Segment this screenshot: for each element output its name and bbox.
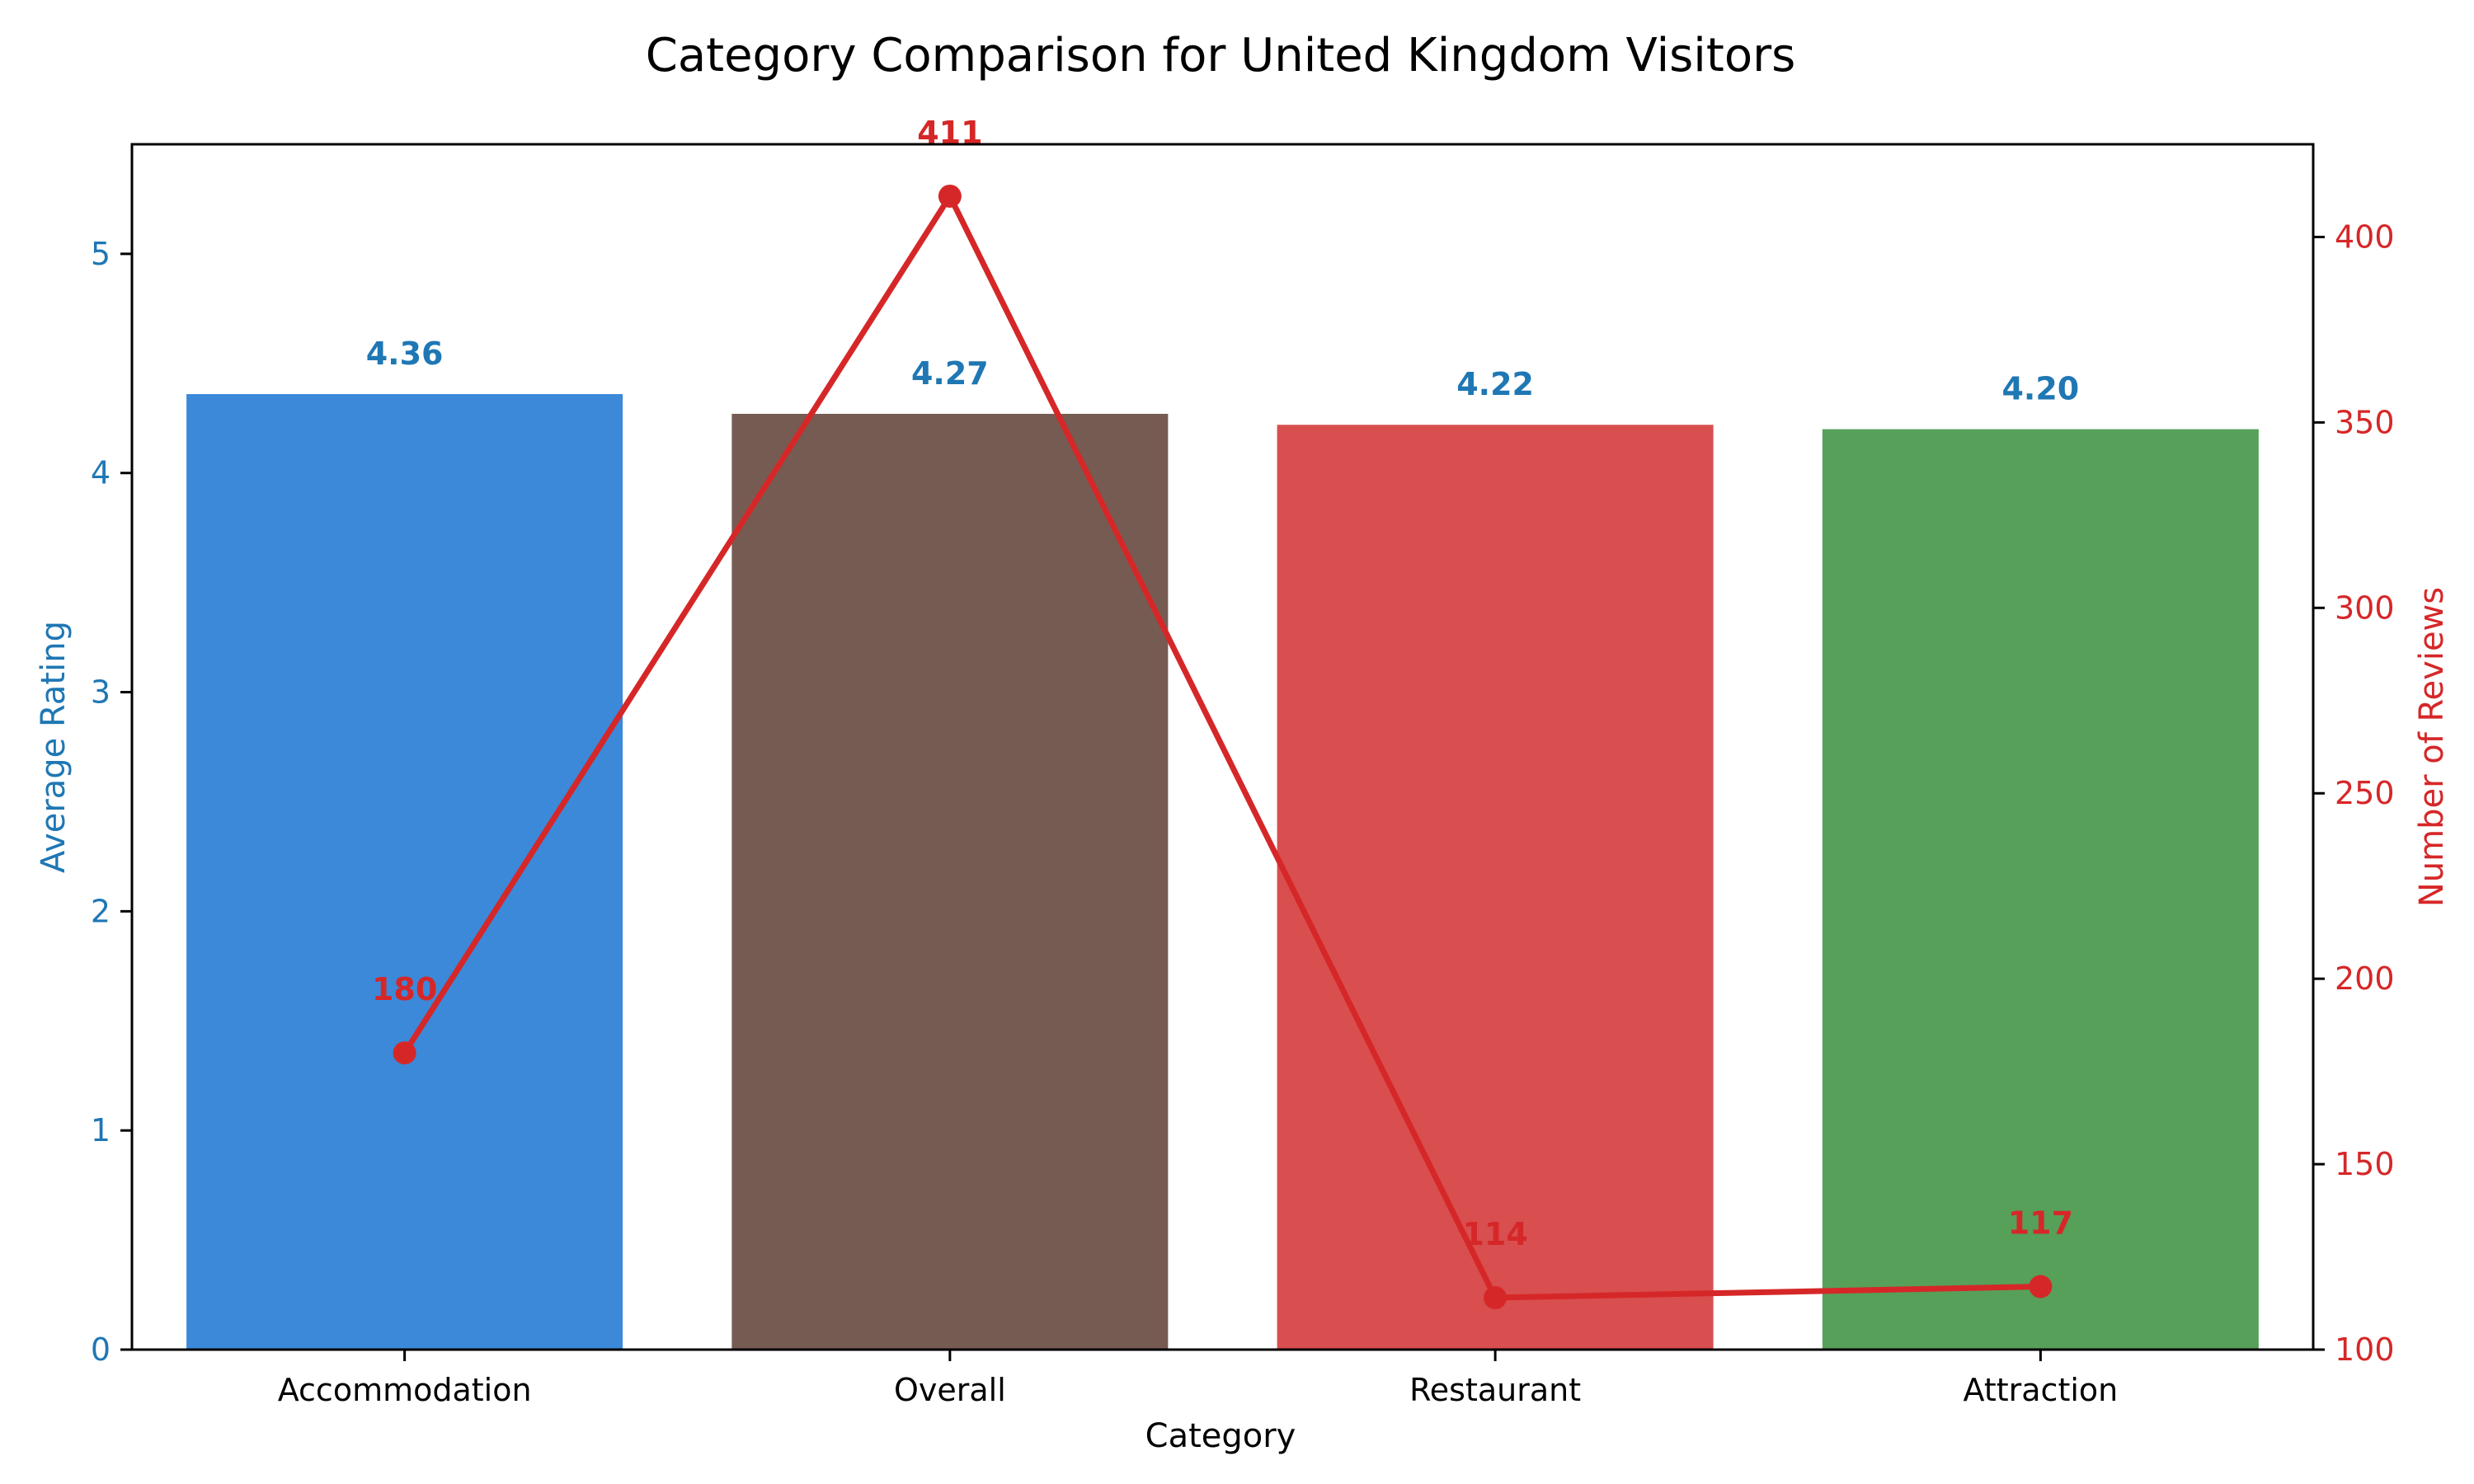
x-axis-label: Category [1145, 1417, 1296, 1455]
bars-layer: 4.36 4.27 4.22 4.20 [186, 336, 2259, 1350]
bar [1277, 425, 1714, 1350]
reviews-line [402, 193, 2041, 1301]
reviews-marker [393, 1041, 416, 1065]
bar-value-label: 4.20 [2001, 371, 2079, 407]
y2-axis-label: Number of Reviews [2413, 587, 2451, 907]
reviews-value-label: 114 [1462, 1216, 1527, 1252]
x-tick-label: Attraction [1964, 1372, 2119, 1408]
y2-tick-label: 250 [2335, 775, 2395, 811]
bar [1822, 429, 2259, 1350]
y2-tick-label: 200 [2335, 960, 2395, 997]
chart-title: Category Comparison for United Kingdom V… [646, 29, 1796, 82]
reviews-marker [1484, 1286, 1507, 1310]
bar-value-label: 4.22 [1456, 366, 1534, 402]
plot-frame [130, 143, 2315, 1351]
y2-tick-label: 350 [2335, 404, 2395, 440]
bar-value-label: 4.27 [911, 355, 989, 392]
reviews-marker [938, 184, 962, 208]
reviews-value-label: 117 [2008, 1205, 2073, 1242]
y2-tick-label: 100 [2335, 1331, 2395, 1368]
reviews-marker [2029, 1275, 2053, 1298]
y2-tick-label: 150 [2335, 1146, 2395, 1182]
axes-layer: 0 1 2 3 4 5 100 150 200 250 300 350 400 Accommodation… [91, 143, 2395, 1408]
y2-tick-label: 300 [2335, 589, 2395, 626]
bar [186, 394, 623, 1350]
x-tick-label: Overall [894, 1372, 1006, 1408]
y-tick-label: 4 [91, 455, 111, 491]
y-tick-label: 3 [91, 674, 111, 711]
y-tick-label: 5 [91, 236, 111, 272]
y-tick-label: 1 [91, 1112, 111, 1148]
reviews-value-label: 180 [372, 971, 437, 1007]
y-tick-label: 2 [91, 893, 111, 929]
y-tick-label: 0 [91, 1331, 111, 1368]
x-tick-label: Accommodation [278, 1372, 532, 1408]
y2-tick-label: 400 [2335, 218, 2395, 255]
bar [731, 413, 1169, 1350]
x-tick-label: Restaurant [1409, 1372, 1581, 1408]
bar-value-label: 4.36 [366, 336, 444, 372]
y-axis-label: Average Rating [35, 621, 73, 873]
